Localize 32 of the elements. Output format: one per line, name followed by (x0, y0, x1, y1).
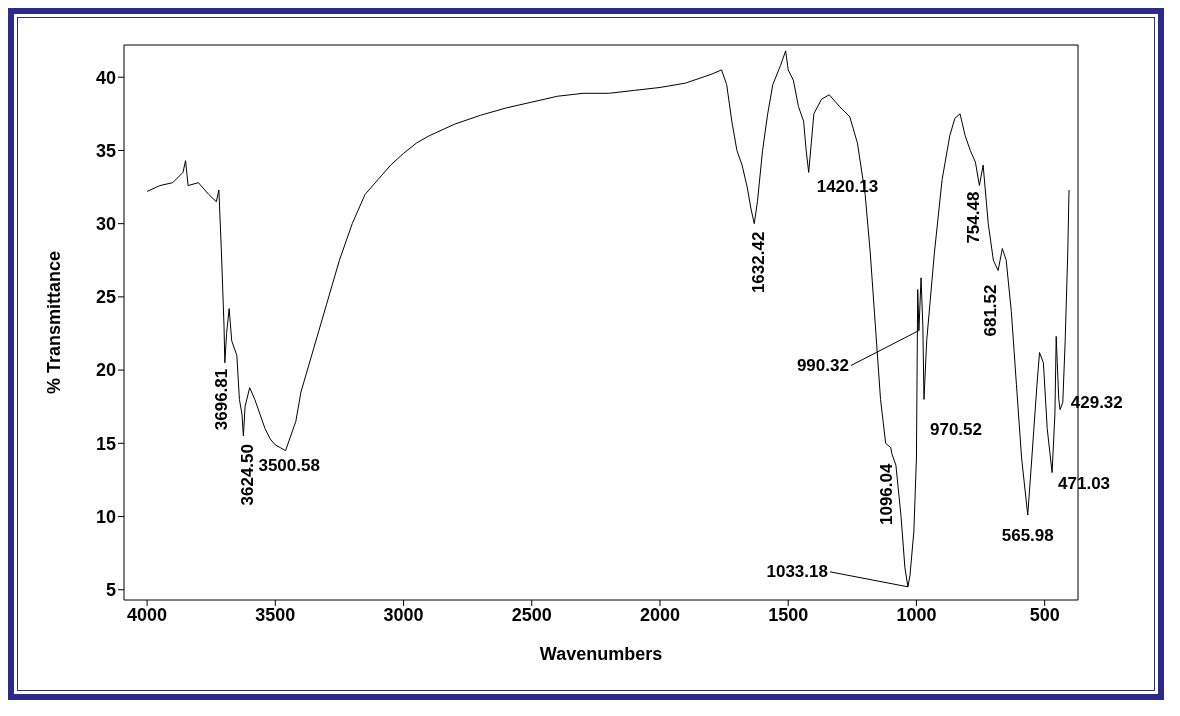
y-tick-label: 40 (95, 67, 116, 88)
annotation: 1033.18 (766, 561, 828, 581)
annotation: 681.52 (981, 284, 1001, 337)
annotation: 429.32 (1070, 393, 1123, 413)
x-tick-label: 2500 (511, 604, 552, 625)
annotation: 970.52 (930, 420, 982, 440)
y-axis-title: % Transmittance (44, 250, 65, 395)
annotation: 3624.50 (238, 443, 258, 506)
annotation: 3500.58 (258, 455, 320, 475)
y-tick-label: 5 (105, 580, 116, 601)
y-tick-label: 10 (95, 506, 116, 527)
annotation: 471.03 (1058, 473, 1111, 493)
y-tick-label: 25 (95, 287, 116, 308)
annotation: 565.98 (1001, 526, 1054, 546)
x-tick-label: 1500 (768, 604, 809, 625)
x-tick-label: 4000 (127, 604, 168, 625)
x-tick-label: 2000 (639, 604, 681, 625)
annotation: 990.32 (796, 355, 849, 375)
annotation: 3696.81 (211, 368, 231, 431)
x-tick-label: 3500 (255, 604, 296, 625)
x-tick-label: 1000 (896, 604, 937, 625)
annotation: 1096.04 (876, 463, 896, 526)
annotation: 754.48 (964, 191, 984, 244)
annotation: 1632.42 (749, 231, 769, 294)
y-tick-label: 30 (95, 214, 116, 235)
annotation: 1420.13 (816, 177, 879, 197)
y-tick-label: 20 (95, 360, 116, 381)
y-tick-label: 35 (95, 140, 116, 161)
y-tick-label: 15 (95, 433, 116, 454)
x-axis-title: Wavenumbers (539, 644, 663, 664)
x-tick-label: 500 (1029, 604, 1060, 625)
x-tick-label: 3000 (383, 604, 424, 625)
